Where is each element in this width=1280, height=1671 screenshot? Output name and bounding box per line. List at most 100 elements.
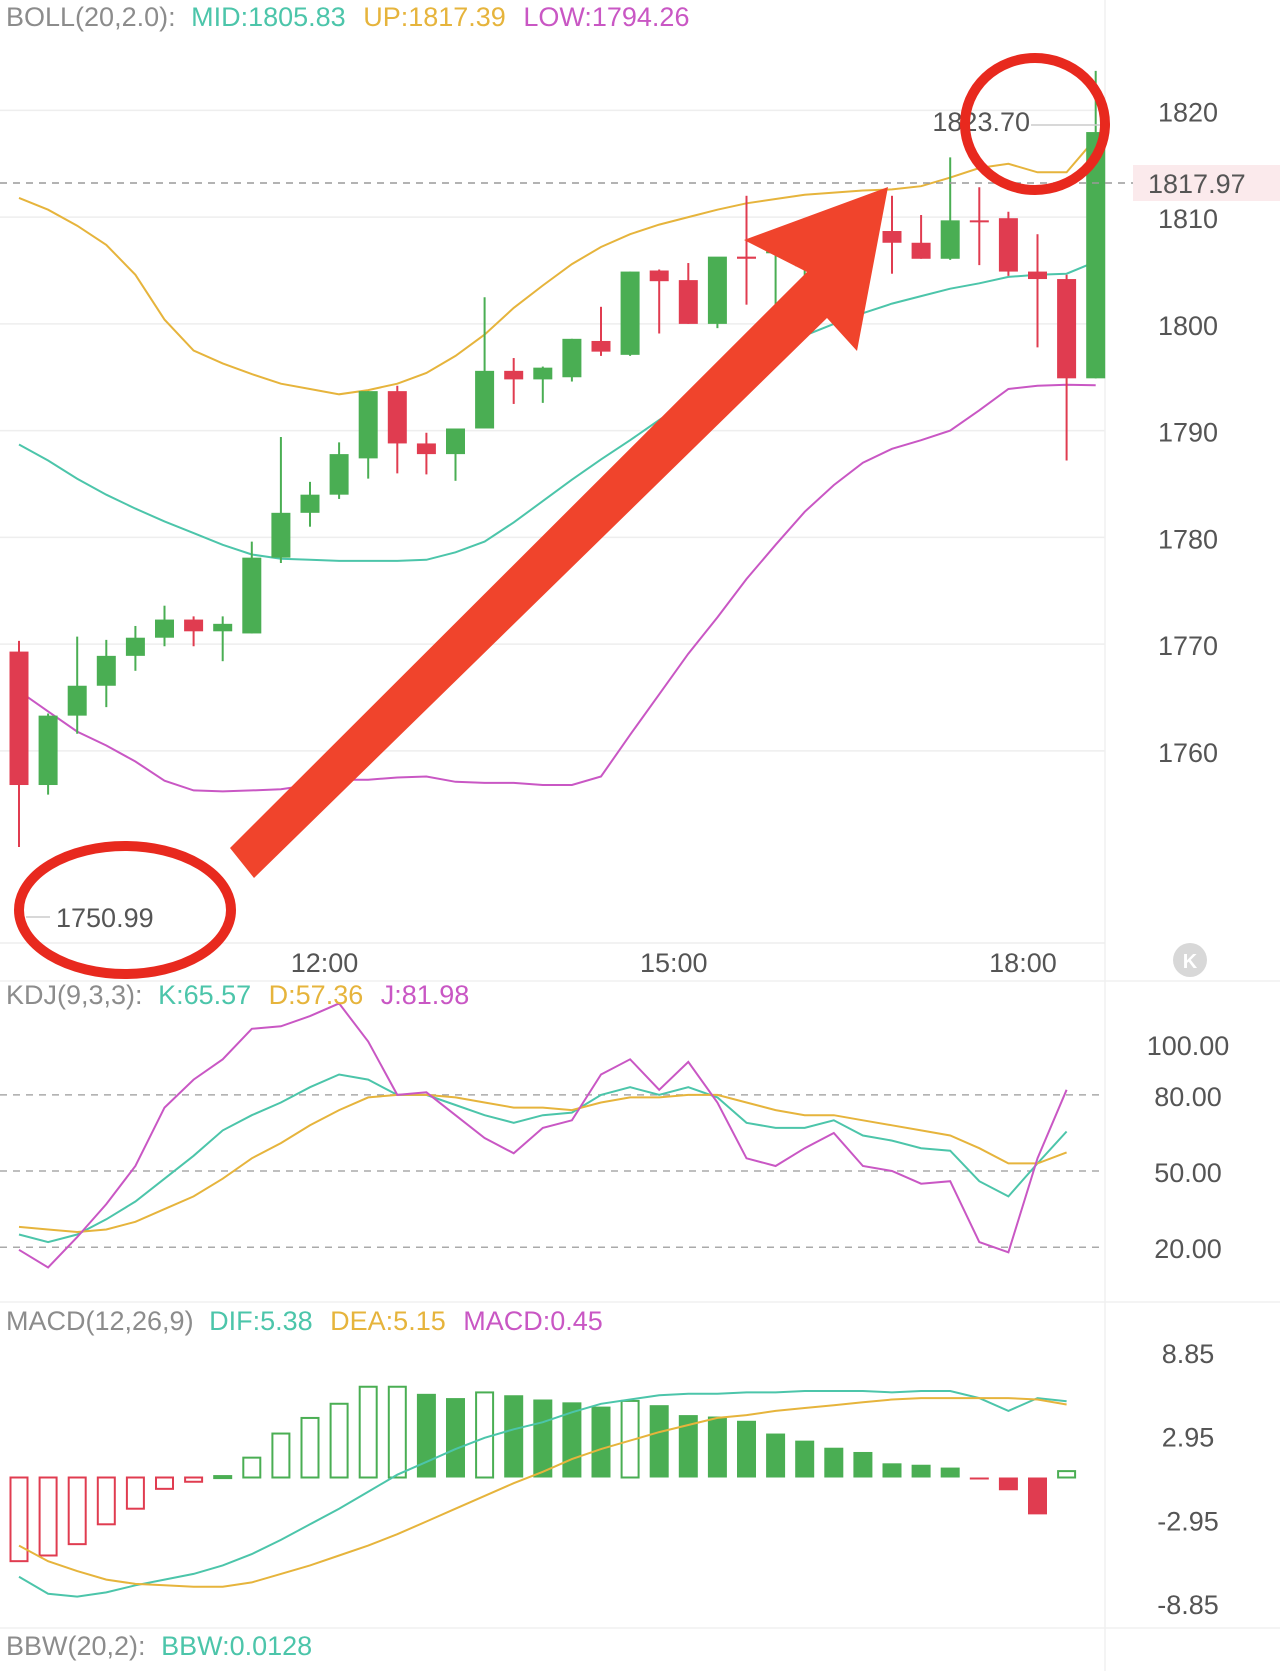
candle-body: [387, 391, 407, 444]
candle-body: [9, 651, 29, 786]
macd-panel: 8.85 2.95 -2.95 -8.85: [0, 1301, 1280, 1629]
candle-body: [358, 391, 378, 459]
time-tick-label: 15:00: [640, 948, 708, 978]
time-axis: 12:00 15:00 18:00: [291, 948, 1057, 978]
kdj-j-line: [18, 1002, 1068, 1269]
time-tick-label: 12:00: [291, 948, 359, 978]
boll-mid-value: MID:1805.83: [191, 2, 346, 32]
last-price-label: 1817.97: [1148, 169, 1246, 199]
kdj-tick-label: 50.00: [1154, 1158, 1222, 1188]
price-tick-label: 1790: [1158, 418, 1218, 448]
macd-bar: [155, 1476, 174, 1490]
kdj-panel: 100.00 80.00 50.00 20.00: [0, 980, 1280, 1269]
low-price-label: 1750.99: [56, 903, 154, 933]
high-circle: [960, 53, 1110, 195]
kdj-tick-label: 20.00: [1154, 1234, 1222, 1264]
macd-bar: [940, 1467, 960, 1478]
price-tick-label: 1780: [1158, 524, 1218, 554]
candle-body: [969, 220, 989, 223]
time-tick-label: 18:00: [989, 948, 1057, 978]
macd-tick-label: 2.95: [1162, 1423, 1215, 1453]
candle-body: [271, 512, 291, 558]
price-tick-label: 1800: [1158, 311, 1218, 341]
macd-bar: [213, 1475, 233, 1480]
macd-bar: [242, 1456, 262, 1479]
macd-bar: [67, 1476, 87, 1546]
candle-body: [737, 256, 756, 259]
candle-body: [125, 637, 145, 656]
bbw-header: BBW(20,2): BBW:0.0128: [6, 1631, 312, 1661]
macd-bar: [184, 1476, 204, 1483]
macd-bar: [125, 1476, 145, 1510]
price-tick-label: 1810: [1158, 204, 1218, 234]
macd-bar: [96, 1476, 116, 1526]
macd-bar: [649, 1405, 669, 1478]
price-axis: 1820 1810 1800 1790 1780 1770 1760: [1158, 97, 1218, 767]
boll-mid-line: [18, 260, 1097, 562]
annotations: 1823.70 1750.99 1817.97 K: [0, 53, 1280, 979]
boll-header-name: BOLL(20,2.0):: [6, 2, 176, 32]
candle-body: [300, 494, 320, 513]
macd-bar: [620, 1399, 640, 1479]
macd-header-name: MACD(12,26,9): [6, 1306, 194, 1336]
candle-body: [184, 619, 204, 632]
macd-tick-label: -2.95: [1157, 1506, 1219, 1536]
price-tick-label: 1760: [1158, 738, 1218, 768]
kdj-j-value: J:81.98: [381, 980, 470, 1010]
macd-bar: [824, 1447, 844, 1478]
boll-low-value: LOW:1794.26: [523, 2, 689, 32]
candle-body: [533, 367, 553, 380]
macd-bar: [504, 1395, 524, 1478]
candle-body: [416, 443, 436, 455]
macd-bar: [387, 1385, 407, 1479]
macd-bar: [969, 1477, 989, 1480]
kdj-header: KDJ(9,3,3): K:65.57 D:57.36 J:81.98: [6, 980, 469, 1010]
kdj-tick-label: 80.00: [1154, 1082, 1222, 1112]
boll-up-line: [18, 137, 1097, 396]
candle-body: [329, 454, 349, 495]
macd-macd-value: MACD:0.45: [463, 1306, 603, 1336]
k-toggle-button[interactable]: [1173, 943, 1207, 977]
price-tick-label: 1770: [1158, 631, 1218, 661]
kdj-header-name: KDJ(9,3,3):: [6, 980, 143, 1010]
candle-body: [1057, 279, 1077, 379]
boll-bands: [18, 137, 1097, 793]
candle-body: [155, 619, 174, 638]
candle-body: [649, 270, 669, 282]
macd-dif-value: DIF:5.38: [209, 1306, 313, 1336]
macd-bar: [562, 1402, 582, 1478]
macd-header: MACD(12,26,9) DIF:5.38 DEA:5.15 MACD:0.4…: [6, 1306, 603, 1336]
candle-body: [620, 271, 640, 355]
macd-tick-label: -8.85: [1157, 1590, 1219, 1620]
kdj-k-line: [18, 1073, 1068, 1244]
macd-bar: [416, 1393, 436, 1478]
macd-bar: [911, 1464, 931, 1478]
candle-body: [882, 231, 902, 243]
candle-body: [242, 557, 262, 634]
macd-bar: [329, 1402, 349, 1479]
boll-header: BOLL(20,2.0): MID:1805.83 UP:1817.39 LOW…: [6, 2, 689, 32]
candle-body: [213, 623, 233, 632]
macd-bar: [271, 1432, 291, 1479]
candle-body: [67, 685, 87, 716]
macd-bar: [882, 1463, 902, 1478]
candle-body: [940, 220, 960, 259]
macd-dif-line: [18, 1390, 1067, 1598]
last-price-tag: [1133, 165, 1280, 201]
candle-body: [38, 715, 58, 786]
macd-dea-line: [18, 1397, 1067, 1588]
macd-bar: [998, 1477, 1018, 1491]
candle-body: [678, 280, 698, 324]
candle-body: [998, 218, 1018, 272]
macd-bar: [795, 1440, 815, 1478]
high-price-label: 1823.70: [932, 107, 1030, 137]
macd-bar: [678, 1415, 698, 1478]
kdj-k-value: K:65.57: [158, 980, 251, 1010]
boll-up-value: UP:1817.39: [363, 2, 506, 32]
macd-bar: [1028, 1477, 1047, 1515]
macd-bar: [766, 1433, 786, 1478]
macd-bar: [38, 1476, 58, 1557]
candle-body: [591, 340, 611, 352]
macd-bar: [446, 1398, 465, 1478]
